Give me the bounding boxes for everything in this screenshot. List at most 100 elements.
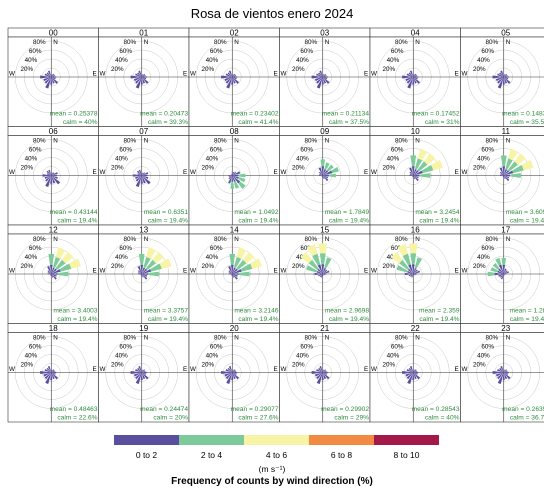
petal-0to2	[503, 175, 510, 182]
panel-hour-label: 21	[320, 324, 329, 333]
petal-2to4	[414, 257, 422, 269]
petal-2to4	[143, 256, 151, 269]
petal-0to2	[141, 369, 145, 373]
petal-0to2	[318, 72, 323, 77]
direction-label-n: N	[325, 335, 330, 342]
petal-0to2	[47, 273, 52, 275]
petal-0to2	[46, 367, 52, 373]
petal-0to2	[413, 274, 416, 276]
petal-0to2	[320, 274, 323, 278]
petal-2to4	[492, 263, 500, 270]
petal-0to2	[316, 369, 323, 373]
ring-label: 60%	[210, 147, 223, 154]
petal-0to2	[141, 372, 147, 375]
direction-label-n: N	[53, 335, 58, 342]
calm-label: calm = 19.4%	[148, 316, 188, 323]
petal-0to2	[500, 365, 504, 373]
petal-4to6	[69, 258, 81, 269]
petal-0to2	[232, 372, 236, 380]
petal-4to6	[397, 244, 409, 256]
petal-0to2	[322, 369, 325, 373]
petal-0to2	[503, 369, 506, 373]
petal-0to2	[51, 172, 58, 176]
petal-2to4	[410, 253, 417, 265]
petal-0to2	[413, 77, 421, 84]
petal-0to2	[499, 171, 504, 176]
petal-0to2	[45, 175, 52, 187]
petal-0to2	[413, 372, 417, 380]
petal-0to2	[494, 272, 504, 276]
direction-label-n: N	[144, 39, 149, 46]
mean-label: mean = 0.25378	[50, 111, 98, 118]
direction-label-w: W	[371, 169, 377, 176]
petal-0to2	[44, 369, 52, 373]
petal-2to4	[512, 164, 524, 174]
ring-label: 80%	[214, 236, 227, 243]
petal-0to2	[232, 274, 238, 277]
petal-0to2	[51, 172, 53, 176]
petal-0to2	[141, 369, 144, 373]
petal-0to2	[232, 371, 238, 374]
petal-0to2	[321, 264, 325, 274]
petal-0to2	[321, 372, 324, 381]
direction-label-e: E	[274, 71, 278, 78]
petal-0to2	[322, 274, 326, 276]
petal-0to2	[231, 174, 233, 176]
petal-0to2	[503, 175, 505, 179]
direction-label-n: N	[144, 138, 149, 145]
direction-label-n: N	[53, 138, 58, 145]
petal-0to2	[318, 174, 323, 177]
direction-label-w: W	[281, 366, 287, 373]
petal-0to2	[51, 372, 56, 375]
calm-label: calm = 39.3%	[148, 119, 188, 126]
petal-0to2	[50, 274, 52, 276]
petal-0to2	[322, 175, 329, 179]
petal-0to2	[322, 77, 330, 84]
petal-0to2	[411, 264, 415, 274]
direction-label-e: E	[455, 268, 459, 275]
petal-0to2	[499, 72, 504, 77]
panel-hour-label: 00	[49, 28, 58, 37]
petal-0to2	[413, 274, 415, 276]
direction-label-n: N	[415, 39, 420, 46]
mean-label: mean = 2.9698	[325, 308, 370, 315]
petal-0to2	[406, 369, 414, 373]
petal-0to2	[413, 371, 419, 374]
petal-0to2	[413, 175, 419, 182]
petal-0to2	[503, 273, 507, 275]
ring-label: 80%	[486, 39, 499, 46]
direction-label-w: W	[100, 71, 106, 78]
direction-label-w: W	[100, 268, 106, 275]
direction-label-w: W	[281, 268, 287, 275]
mean-label: mean = 0.17452	[412, 111, 460, 118]
mean-label: mean = 3.3757	[144, 308, 189, 315]
petal-0to2	[497, 270, 504, 274]
petal-0to2	[228, 175, 233, 178]
direction-label-w: W	[100, 366, 106, 373]
direction-label-n: N	[144, 236, 149, 243]
petal-4to6	[514, 153, 526, 165]
petal-0to2	[137, 270, 142, 274]
petal-0to2	[51, 175, 58, 179]
petal-0to2	[322, 77, 328, 80]
calm-label: calm = 19.4%	[329, 316, 369, 323]
mean-label: mean = 0.29077	[231, 406, 279, 413]
petal-4to6	[242, 251, 255, 264]
petal-2to4	[57, 271, 69, 277]
direction-label-e: E	[183, 71, 187, 78]
ring-label: 40%	[115, 57, 128, 64]
direction-label-w: W	[462, 366, 468, 373]
petal-2to4	[490, 267, 499, 273]
panel-body	[279, 135, 371, 226]
petal-0to2	[408, 367, 414, 373]
petal-4to6	[146, 247, 156, 259]
calm-label: calm = 40%	[63, 119, 98, 126]
petal-0to2	[317, 268, 323, 274]
panel-hour-label: 03	[320, 28, 329, 37]
direction-label-e: E	[183, 169, 187, 176]
